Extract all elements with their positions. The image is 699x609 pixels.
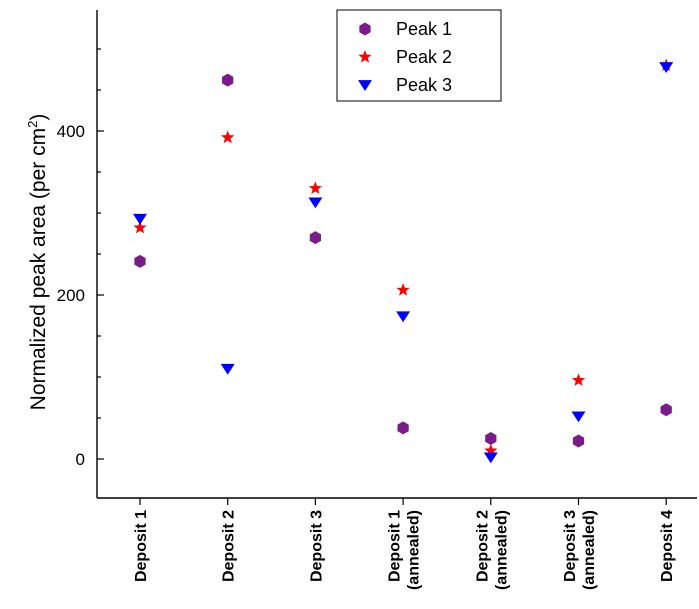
point-peak-3	[308, 197, 323, 209]
data-points	[133, 58, 674, 464]
point-peak-3	[133, 213, 147, 225]
y-tick-label: 200	[57, 286, 85, 305]
y-axis-title-end: )	[27, 114, 50, 121]
x-tick-label: Deposit 1 (annealed)	[387, 510, 423, 590]
x-tick-label-line: (annealed)	[493, 510, 510, 590]
y-tick-labels: 0 200 400	[57, 122, 85, 469]
legend: Peak 1 Peak 2 Peak 3	[336, 9, 502, 102]
point-peak-1	[485, 432, 497, 445]
point-peak-1	[397, 421, 409, 435]
point-peak-2	[308, 181, 323, 195]
point-peak-3	[396, 311, 411, 323]
legend-marker-1	[359, 22, 371, 36]
point-peak-2	[571, 373, 586, 386]
x-tick-label-line: Deposit 1	[387, 510, 404, 582]
legend-label: Peak 1	[396, 19, 452, 39]
y-axis-title: Normalized peak area (per cm2)	[25, 114, 50, 411]
point-peak-2	[484, 443, 498, 457]
y-axis-title-sup: 2	[25, 121, 40, 128]
x-tick-label: Deposit 1	[133, 510, 150, 582]
ticks	[97, 48, 667, 505]
x-tick-label: Deposit 3 (annealed)	[562, 510, 598, 590]
x-tick-label-line: Deposit 3	[562, 510, 579, 582]
legend-marker-3	[358, 80, 372, 91]
point-peak-3	[659, 62, 674, 73]
x-tick-label-line: Deposit 1	[133, 510, 150, 582]
x-tick-label-line: (annealed)	[406, 510, 423, 590]
x-tick-label: Deposit 4	[659, 510, 676, 582]
legend-marker-2	[358, 50, 372, 63]
x-tick-label: Deposit 2 (annealed)	[474, 510, 510, 590]
point-peak-3	[483, 452, 498, 464]
legend-label: Peak 3	[396, 75, 452, 95]
point-peak-2	[133, 220, 147, 234]
x-tick-label-line: Deposit 3	[308, 510, 325, 582]
y-axis-title-main: Normalized peak area (per cm	[27, 128, 50, 410]
x-tick-label-line: Deposit 2	[474, 510, 491, 582]
x-tick-label-line: Deposit 4	[659, 510, 676, 582]
point-peak-1	[222, 73, 234, 87]
point-peak-3	[571, 411, 586, 423]
x-tick-label: Deposit 2	[221, 510, 238, 582]
x-tick-labels: Deposit 1 Deposit 2 Deposit 3 Deposit 1 (ann…	[133, 510, 676, 590]
point-peak-1	[572, 434, 585, 448]
x-tick-label-line: (annealed)	[581, 510, 598, 590]
point-peak-1	[660, 403, 672, 417]
legend-label: Peak 2	[396, 47, 452, 67]
x-tick-label-line: Deposit 2	[221, 510, 238, 582]
x-tick-label: Deposit 3	[308, 510, 325, 582]
point-peak-2	[396, 283, 410, 296]
point-peak-2	[221, 130, 235, 144]
point-peak-3	[220, 363, 235, 375]
y-tick-label: 400	[57, 122, 85, 141]
point-peak-1	[309, 231, 322, 245]
y-tick-label: 0	[76, 450, 85, 469]
point-peak-1	[134, 254, 146, 268]
